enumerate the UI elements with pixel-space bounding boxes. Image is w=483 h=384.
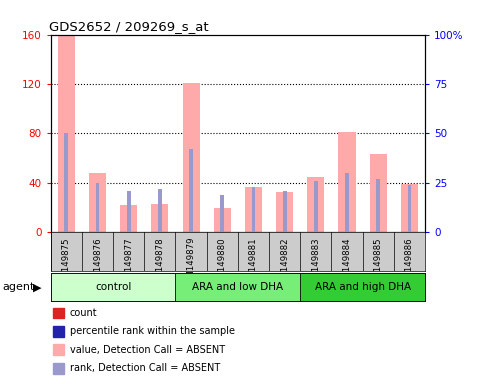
Text: GSM149883: GSM149883	[312, 237, 320, 290]
Text: ▶: ▶	[33, 282, 42, 292]
Text: GSM149881: GSM149881	[249, 237, 258, 290]
Bar	[283, 191, 286, 232]
Text: rank, Detection Call = ABSENT: rank, Detection Call = ABSENT	[70, 363, 220, 373]
Text: GSM149876: GSM149876	[93, 237, 102, 290]
Bar	[175, 273, 300, 301]
Bar	[58, 35, 75, 232]
Bar	[369, 154, 387, 232]
Bar	[339, 132, 355, 232]
Bar	[345, 173, 349, 232]
Text: value, Detection Call = ABSENT: value, Detection Call = ABSENT	[70, 345, 225, 355]
Bar	[376, 179, 380, 232]
Text: GSM149879: GSM149879	[186, 237, 196, 290]
Text: GSM149877: GSM149877	[124, 237, 133, 290]
Text: GSM149880: GSM149880	[218, 237, 227, 290]
Bar	[276, 192, 293, 232]
Text: GSM149878: GSM149878	[156, 237, 164, 290]
Bar	[314, 181, 318, 232]
Bar	[252, 187, 256, 232]
Bar	[51, 273, 175, 301]
Text: count: count	[70, 308, 97, 318]
Bar	[408, 185, 412, 232]
Bar	[300, 273, 425, 301]
Bar	[64, 134, 68, 232]
Bar	[183, 83, 199, 232]
Text: percentile rank within the sample: percentile rank within the sample	[70, 326, 235, 336]
Bar	[120, 205, 137, 232]
Text: GSM149885: GSM149885	[374, 237, 383, 290]
Text: GSM149886: GSM149886	[405, 237, 414, 290]
Text: GSM149875: GSM149875	[62, 237, 71, 290]
Bar	[189, 149, 193, 232]
Bar	[401, 184, 418, 232]
Bar	[151, 204, 169, 232]
Text: GSM149882: GSM149882	[280, 237, 289, 290]
Text: GDS2652 / 209269_s_at: GDS2652 / 209269_s_at	[49, 20, 209, 33]
Bar	[127, 191, 130, 232]
Bar	[89, 173, 106, 232]
Bar	[213, 208, 231, 232]
Text: ARA and high DHA: ARA and high DHA	[314, 282, 411, 292]
Bar	[96, 183, 99, 232]
Bar	[158, 189, 162, 232]
Text: control: control	[95, 282, 131, 292]
Text: agent: agent	[2, 282, 35, 292]
Text: ARA and low DHA: ARA and low DHA	[192, 282, 284, 292]
Bar	[245, 187, 262, 232]
Bar	[220, 195, 224, 232]
Text: GSM149884: GSM149884	[342, 237, 352, 290]
Bar	[307, 177, 325, 232]
